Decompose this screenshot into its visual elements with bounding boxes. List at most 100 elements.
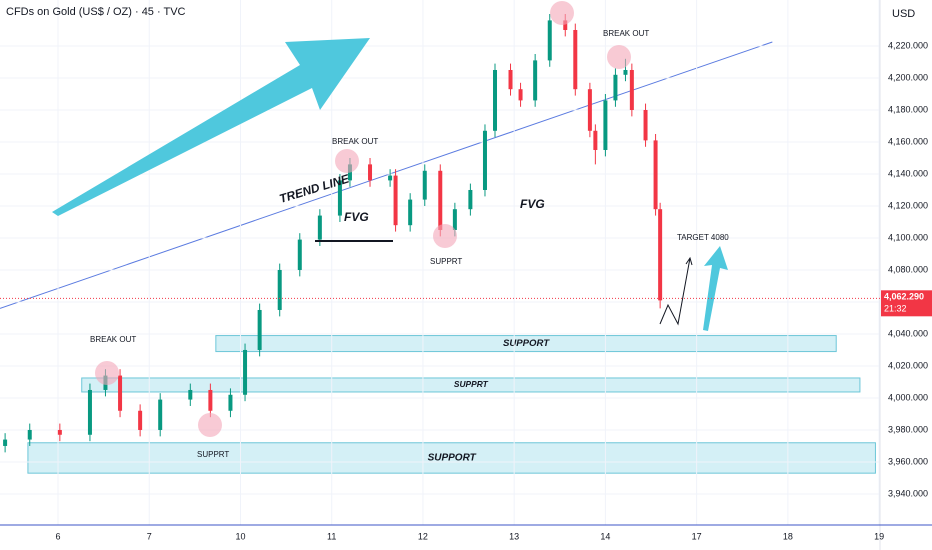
- x-tick-label: 13: [509, 531, 519, 541]
- candle-body: [317, 215, 322, 240]
- zone: [215, 335, 837, 353]
- candle-body: [337, 180, 342, 216]
- candle-body: [393, 175, 398, 226]
- candle-body: [603, 100, 608, 150]
- last-price-label: 4,062.290: [884, 292, 924, 302]
- candle-body: [388, 175, 393, 181]
- candle-body: [518, 89, 523, 101]
- candle-body: [573, 29, 578, 90]
- x-tick-label: 12: [418, 531, 428, 541]
- zone-label: SUPPRT: [454, 379, 489, 389]
- zone: [81, 377, 861, 393]
- candle-body: [297, 239, 302, 270]
- candle-body: [482, 130, 487, 190]
- y-tick-label: 4,180.000: [888, 104, 928, 114]
- y-tick-label: 4,100.000: [888, 232, 928, 242]
- x-tick-label: 10: [235, 531, 245, 541]
- annotation: BREAK OUT: [90, 335, 136, 344]
- y-tick-label: 4,020.000: [888, 360, 928, 370]
- candle-body: [87, 389, 92, 435]
- marker: [433, 224, 457, 248]
- projection: [659, 257, 691, 326]
- x-tick-label: 18: [783, 531, 793, 541]
- candle-body: [438, 170, 443, 230]
- candle-body: [623, 69, 628, 75]
- annotation: SUPPRT: [430, 257, 462, 266]
- candle-body: [533, 60, 538, 101]
- candle-body: [188, 389, 193, 400]
- candle-body: [3, 439, 8, 446]
- x-tick-label: 19: [874, 531, 884, 541]
- candle-body: [563, 20, 568, 30]
- y-tick-label: 4,040.000: [888, 328, 928, 338]
- y-tick-label: 4,200.000: [888, 72, 928, 82]
- x-tick-label: 17: [692, 531, 702, 541]
- zone-label: SUPPORT: [428, 453, 477, 464]
- candle-body: [408, 199, 413, 226]
- marker: [607, 45, 631, 69]
- annotation: SUPPRT: [197, 450, 229, 459]
- marker: [335, 149, 359, 173]
- zones: SUPPORT SUPPRT SUPPORT: [0, 41, 876, 474]
- price-tag: [881, 290, 932, 317]
- y-tick-label: 4,080.000: [888, 264, 928, 274]
- candle-body: [468, 189, 473, 210]
- candle-body: [629, 69, 634, 110]
- candle-body: [138, 410, 143, 430]
- chart-title: CFDs on Gold (US$ / OZ) · 45 · TVC: [6, 6, 186, 18]
- candle-body: [643, 109, 648, 141]
- candle-body: [587, 89, 592, 131]
- target-arrow: [703, 246, 728, 331]
- y-tick-label: 4,140.000: [888, 168, 928, 178]
- annotation: TARGET 4080: [677, 233, 729, 242]
- candle-body: [658, 209, 663, 301]
- marker: [198, 413, 222, 437]
- zone-label: SUPPORT: [503, 338, 550, 349]
- trend-line: [0, 41, 773, 309]
- candle-body: [228, 394, 233, 411]
- y-tick-label: 4,000.000: [888, 392, 928, 402]
- candle-body: [27, 429, 32, 440]
- x-tick-label: 11: [327, 531, 336, 541]
- candle-body: [422, 170, 427, 200]
- candle-body: [653, 140, 658, 210]
- markers: [95, 1, 631, 437]
- candle-body: [613, 74, 618, 101]
- candle-body: [158, 399, 163, 430]
- marker: [95, 361, 119, 385]
- y-tick-label: 4,220.000: [888, 40, 928, 50]
- marker: [550, 1, 574, 25]
- candle-body: [547, 20, 552, 61]
- trend-arrow: [52, 38, 370, 216]
- y-tick-label: 4,120.000: [888, 200, 928, 210]
- y-axis-label: USD: [892, 8, 915, 20]
- candle-body: [593, 130, 598, 150]
- annotation: FVG: [344, 210, 369, 224]
- candle-body: [277, 269, 282, 310]
- candle-body: [208, 389, 213, 411]
- candle-body: [493, 69, 498, 131]
- axes: 3,940.000 3,960.000 3,980.000 4,000.000 4,02…: [0, 40, 932, 541]
- candle-body: [243, 349, 248, 395]
- y-tick-label: 3,940.000: [888, 488, 928, 498]
- candle-body: [57, 429, 62, 435]
- candle-body: [257, 309, 262, 350]
- annotation: FVG: [520, 197, 545, 211]
- annotation: BREAK OUT: [332, 137, 378, 146]
- annotation: BREAK OUT: [603, 29, 649, 38]
- y-tick-label: 3,980.000: [888, 424, 928, 434]
- y-tick-label: 3,960.000: [888, 456, 928, 466]
- candle-body: [508, 69, 513, 90]
- candle-body: [368, 164, 373, 181]
- countdown: 21:32: [884, 304, 907, 314]
- grid: [0, 0, 880, 525]
- x-tick-label: 7: [147, 531, 152, 541]
- y-tick-label: 4,160.000: [888, 136, 928, 146]
- candle-body: [118, 375, 123, 411]
- candle-body: [452, 209, 457, 230]
- x-tick-label: 14: [600, 531, 610, 541]
- zone: [27, 442, 876, 474]
- projection-head: [685, 256, 693, 266]
- x-tick-label: 6: [56, 531, 61, 541]
